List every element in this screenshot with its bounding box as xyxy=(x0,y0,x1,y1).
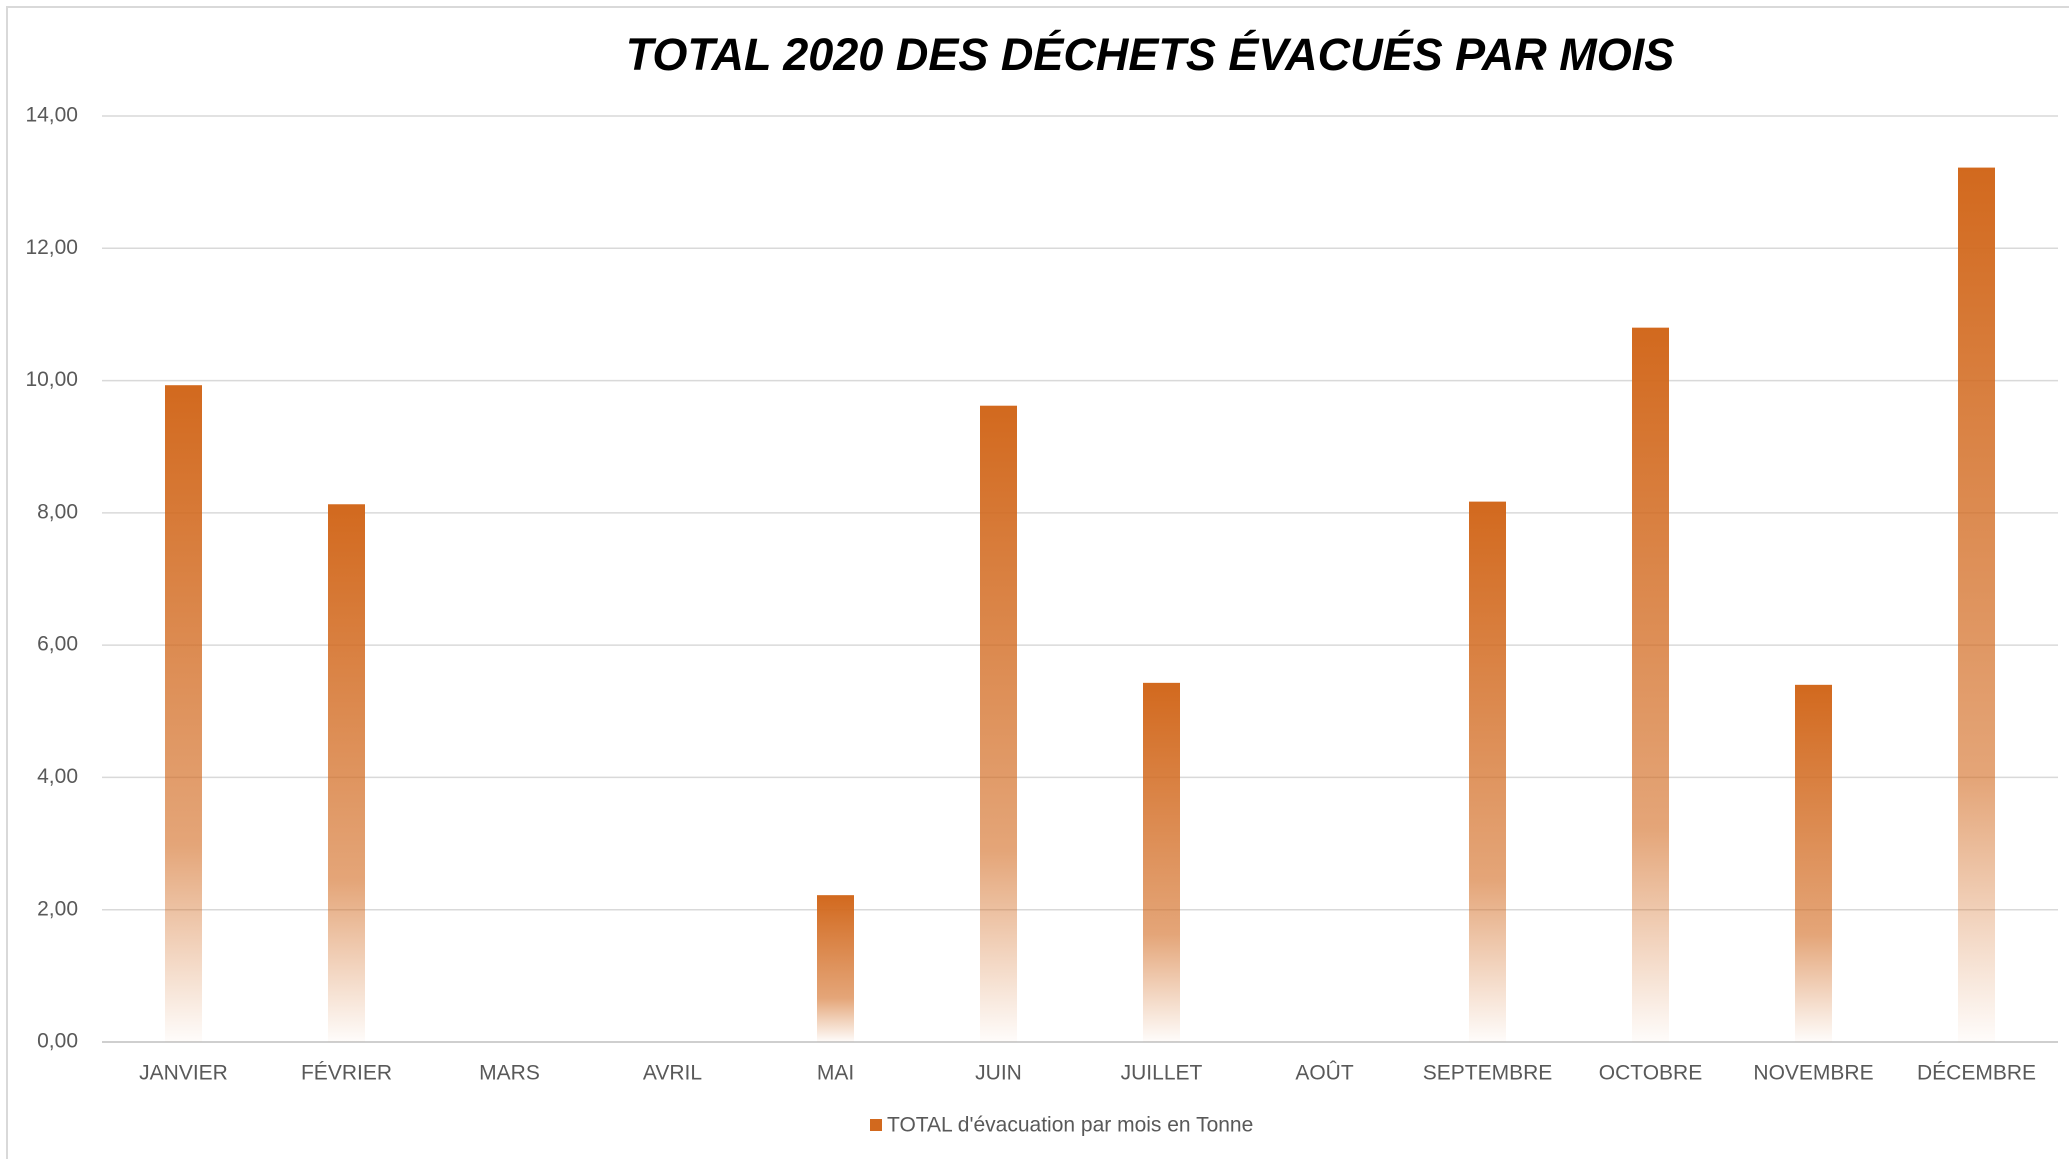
x-tick-label: AOÛT xyxy=(1295,1062,1354,1085)
chart-title: TOTAL 2020 DES DÉCHETS ÉVACUÉS PAR MOIS xyxy=(626,29,1675,80)
x-tick-label: FÉVRIER xyxy=(301,1062,392,1085)
x-tick-label: JUILLET xyxy=(1121,1062,1203,1085)
x-tick-label: OCTOBRE xyxy=(1599,1062,1702,1085)
bar xyxy=(817,895,854,1042)
bar xyxy=(1958,167,1995,1042)
x-tick-label: DÉCEMBRE xyxy=(1917,1062,2036,1085)
y-tick-label: 14,00 xyxy=(25,104,78,127)
y-tick-label: 8,00 xyxy=(37,500,78,523)
x-tick-label: MAI xyxy=(817,1062,854,1085)
bar xyxy=(1632,327,1669,1043)
x-tick-label: MARS xyxy=(479,1062,540,1085)
y-tick-label: 12,00 xyxy=(25,236,78,259)
y-tick-label: 10,00 xyxy=(25,368,78,391)
y-tick-label: 2,00 xyxy=(37,897,78,920)
x-tick-label: JANVIER xyxy=(139,1062,228,1085)
bar xyxy=(1795,684,1832,1042)
legend-label: TOTAL d'évacuation par mois en Tonne xyxy=(887,1114,1253,1137)
x-tick-label: NOVEMBRE xyxy=(1753,1062,1873,1085)
y-tick-label: 4,00 xyxy=(37,765,78,788)
y-tick-label: 0,00 xyxy=(37,1030,78,1053)
bar xyxy=(1143,682,1180,1042)
bar xyxy=(1469,501,1506,1042)
x-tick-label: AVRIL xyxy=(643,1062,702,1085)
bar xyxy=(980,405,1017,1043)
legend-swatch xyxy=(870,1119,882,1131)
chart-frame xyxy=(6,6,2069,1159)
x-tick-label: JUIN xyxy=(975,1062,1022,1085)
x-tick-label: SEPTEMBRE xyxy=(1423,1062,1553,1085)
bar xyxy=(165,385,202,1042)
y-tick-label: 6,00 xyxy=(37,633,78,656)
bar xyxy=(328,504,365,1043)
